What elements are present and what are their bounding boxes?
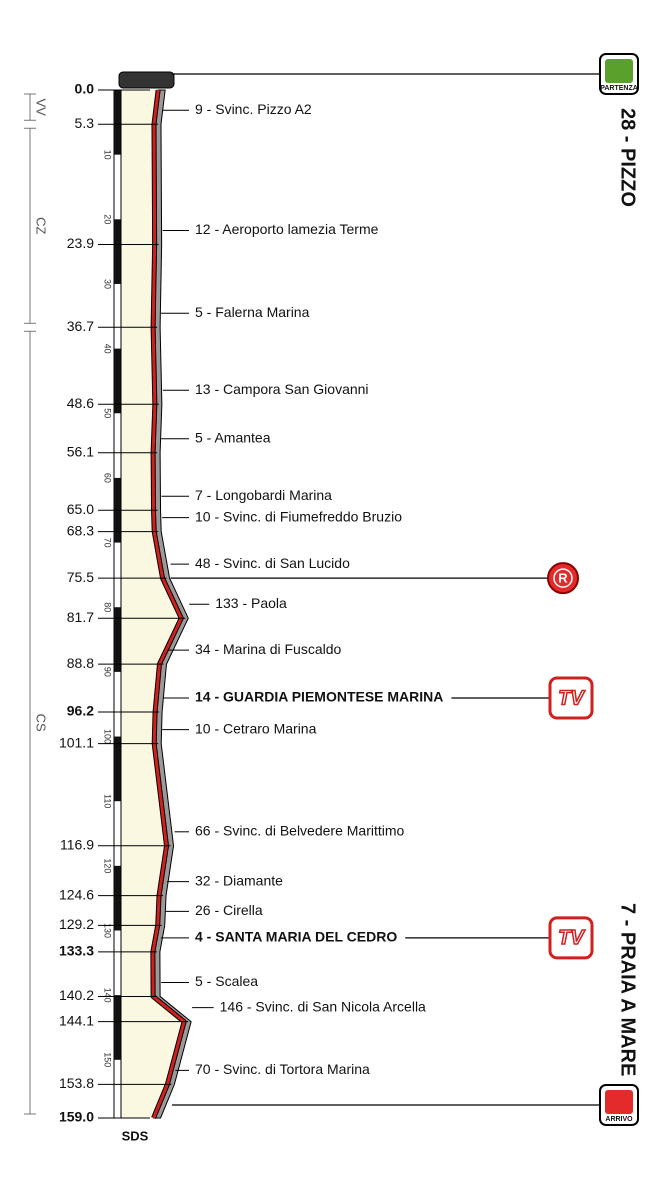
scale-label: 10 [103,150,113,160]
km-label: 75.5 [67,569,94,585]
km-label: 129.2 [59,916,94,932]
scale-segment [114,865,121,931]
waypoint-label: 14 - GUARDIA PIEMONTESE MARINA [195,689,443,705]
scale-segment [114,736,121,802]
scale-segment [114,348,121,414]
scale-label: 50 [103,408,113,418]
scale-label: 100 [103,729,113,744]
km-label: 68.3 [67,522,94,538]
waypoint-label: 32 - Diamante [195,872,283,888]
finish-icon-label: ARRIVO [605,1116,633,1123]
scale-label: 110 [103,794,113,808]
km-label: 140.2 [59,987,94,1003]
scale-label: 40 [103,344,113,354]
waypoint-label: 9 - Svinc. Pizzo A2 [195,101,312,117]
icon-tv [548,916,594,960]
km-label: 23.9 [67,235,94,251]
km-label: 144.1 [59,1012,94,1028]
km-label: 36.7 [67,318,94,334]
icon-r-inner [553,568,573,588]
waypoint-label: 146 - Svinc. di San Nicola Arcella [220,998,426,1014]
scale-label: 120 [103,858,113,873]
waypoint-label: 70 - Svinc. di Tortora Marina [195,1061,370,1077]
km-label: 159.0 [59,1109,94,1125]
province-label: CZ [34,217,49,234]
scale-label: 30 [103,279,113,289]
waypoint-label: 5 - Amantea [195,429,271,445]
icon-label: R [558,571,568,586]
scale-label: 140 [103,988,113,1003]
waypoint-label: 5 - Scalea [195,973,258,989]
finish-icon-inner [605,1090,633,1114]
scale-label: 60 [103,473,113,483]
km-label: 0.0 [75,81,95,97]
scale-label: 70 [103,538,113,548]
km-label: 65.0 [67,501,94,517]
km-label: 5.3 [75,115,95,131]
waypoint-label: 7 - Longobardi Marina [195,487,332,503]
scale-label: 90 [103,667,113,677]
waypoint-label: 48 - Svinc. di San Lucido [195,555,350,571]
km-label: 96.2 [67,703,94,719]
icon-label: TV [558,927,585,949]
waypoint-label: 13 - Campora San Giovanni [195,381,369,397]
icon-label: TV [558,687,585,709]
province-label: CS [34,714,49,732]
waypoint-label: 133 - Paola [215,595,287,611]
footer-label: SDS [122,1128,149,1143]
scale-segment [114,219,121,284]
scale-segment [114,90,121,155]
waypoint-label: 4 - SANTA MARIA DEL CEDRO [195,929,397,945]
scale-label: 80 [103,602,113,612]
waypoint-label: 10 - Svinc. di Fiumefreddo Bruzio [195,508,402,524]
start-label: 28 - PIZZO [617,108,639,207]
start-icon-label: PARTENZA [600,85,638,92]
province-label: VV [34,98,49,116]
km-label: 81.7 [67,609,94,625]
profile-fill [121,90,185,1118]
icon-r [547,562,579,595]
icon-tv [548,676,594,720]
waypoint-label: 34 - Marina di Fuscaldo [195,641,342,657]
km-label: 153.8 [59,1075,94,1091]
waypoint-label: 10 - Cetraro Marina [195,720,317,736]
scale-label: 20 [103,214,113,224]
km-label: 48.6 [67,395,94,411]
scale-label: 130 [103,923,113,938]
scale-segment [114,607,121,672]
km-label: 116.9 [60,837,94,853]
waypoint-label: 5 - Falerna Marina [195,304,310,320]
finish-label: 7 - PRAIA A MARE [617,903,639,1076]
waypoint-label: 26 - Cirella [195,902,263,918]
km-label: 101.1 [59,734,94,750]
waypoint-label: 66 - Svinc. di Belvedere Marittimo [195,823,405,839]
waypoint-label: 12 - Aeroporto lamezia Terme [195,221,379,237]
profile-cap [118,71,175,89]
km-label: 56.1 [67,443,94,459]
start-icon-inner [605,59,633,83]
scale-label: 150 [103,1052,113,1067]
km-label: 133.3 [59,943,94,959]
km-label: 124.6 [59,886,94,902]
scale-segment [114,995,121,1060]
km-label: 88.8 [67,655,94,671]
